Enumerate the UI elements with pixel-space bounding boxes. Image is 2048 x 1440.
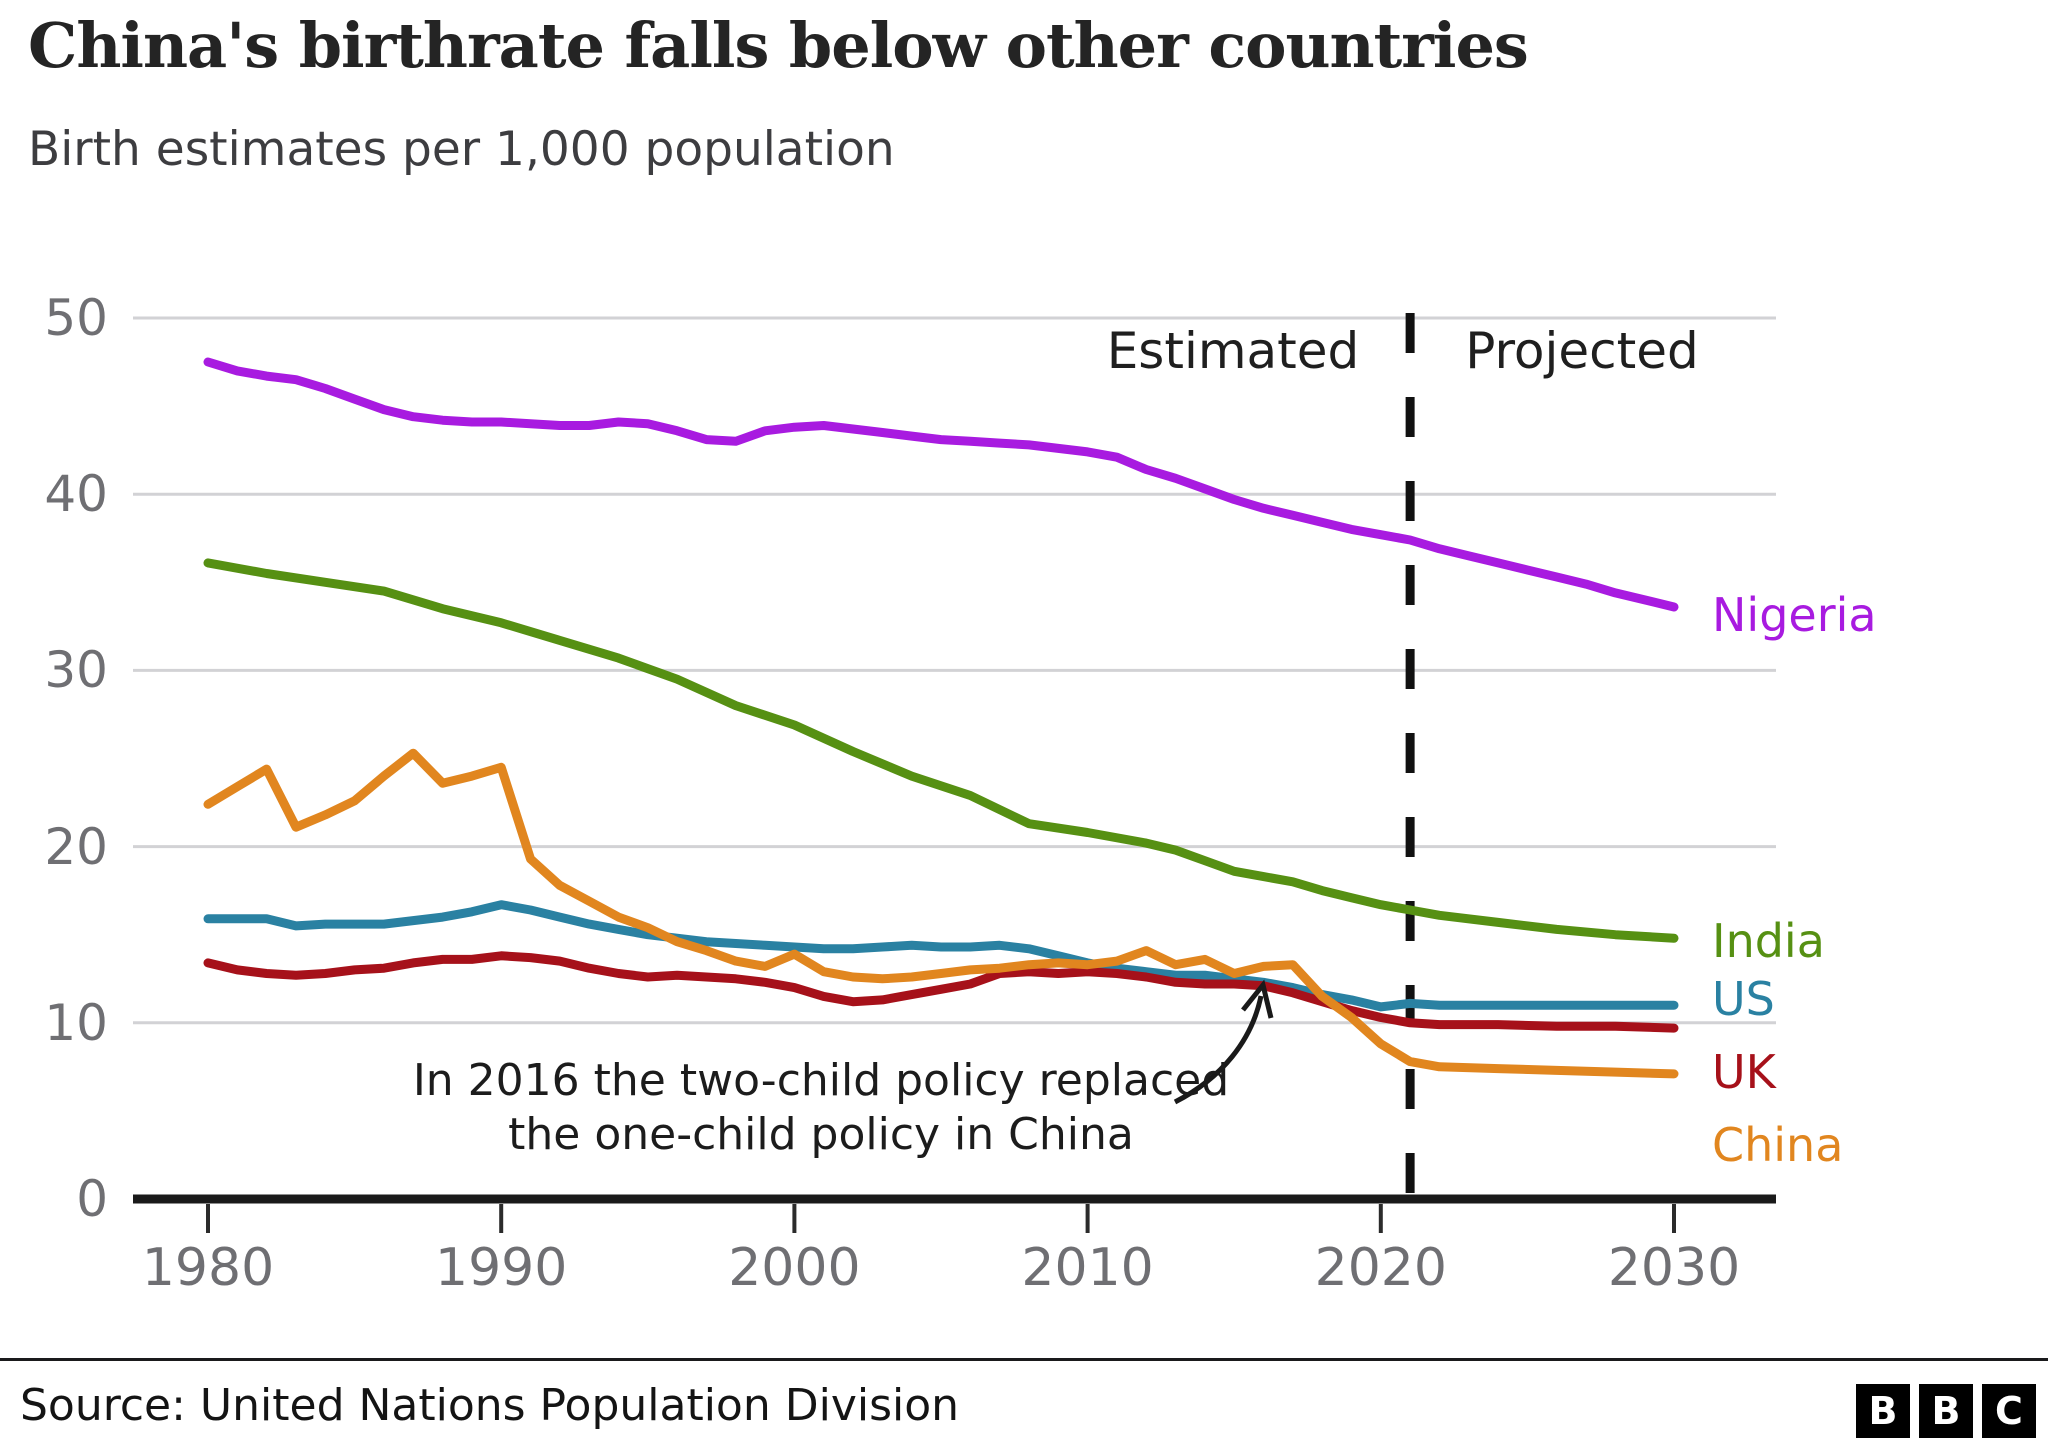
y-tick-label-0: 0 <box>76 1170 108 1228</box>
series-label-us: US <box>1712 972 1775 1026</box>
policy-annotation-line2: the one-child policy in China <box>508 1109 1134 1160</box>
y-tick-label-20: 20 <box>44 817 108 876</box>
y-tick-label-50: 50 <box>44 289 108 347</box>
policy-annotation-line1: In 2016 the two-child policy replaced <box>412 1055 1230 1106</box>
policy-annotation: In 2016 the two-child policy replaced th… <box>321 1054 1321 1162</box>
estimated-zone-label: Estimated <box>1106 322 1360 380</box>
projected-zone-label: Projected <box>1465 322 1699 380</box>
x-tick-label-2000: 2000 <box>728 1238 861 1298</box>
series-line-us <box>203 900 1679 1012</box>
series-line-nigeria <box>203 357 1679 612</box>
series-line-uk <box>203 951 1679 1033</box>
footer-divider <box>0 1358 2048 1361</box>
series-label-uk: UK <box>1712 1045 1776 1099</box>
series-line-india <box>203 558 1679 943</box>
y-tick-label-10: 10 <box>44 993 108 1052</box>
series-line-china <box>203 748 1679 1079</box>
series-label-nigeria: Nigeria <box>1712 588 1877 642</box>
x-tick-label-2010: 2010 <box>1021 1238 1154 1298</box>
x-tick-label-1990: 1990 <box>435 1238 568 1298</box>
bbc-logo-letter: B <box>1856 1384 1910 1438</box>
bbc-logo-letter: B <box>1919 1384 1973 1438</box>
chart-subtitle: Birth estimates per 1,000 population <box>28 122 895 177</box>
y-tick-label-30: 30 <box>44 641 108 700</box>
bbc-logo-letter: C <box>1982 1384 2036 1438</box>
bbc-logo: B B C <box>1856 1384 2036 1438</box>
source-text: Source: United Nations Population Divisi… <box>20 1380 960 1431</box>
series-label-china: China <box>1712 1118 1844 1172</box>
annotation-arrowhead <box>1241 979 1274 1019</box>
x-tick-label-2020: 2020 <box>1314 1238 1447 1298</box>
series-label-india: India <box>1712 914 1825 968</box>
annotation-arrow <box>1173 995 1264 1105</box>
x-tick-label-2030: 2030 <box>1607 1238 1741 1298</box>
x-tick-label-1980: 1980 <box>141 1238 275 1298</box>
y-tick-label-40: 40 <box>44 465 108 524</box>
chart-title: China's birthrate falls below other coun… <box>28 9 1529 82</box>
